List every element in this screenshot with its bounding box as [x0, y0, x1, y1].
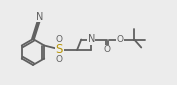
Text: O: O: [56, 35, 63, 44]
Text: O: O: [104, 45, 111, 54]
Text: N: N: [88, 35, 95, 45]
Text: N: N: [36, 12, 44, 22]
Text: S: S: [56, 43, 63, 56]
Text: O: O: [117, 35, 124, 44]
Text: O: O: [56, 55, 63, 64]
